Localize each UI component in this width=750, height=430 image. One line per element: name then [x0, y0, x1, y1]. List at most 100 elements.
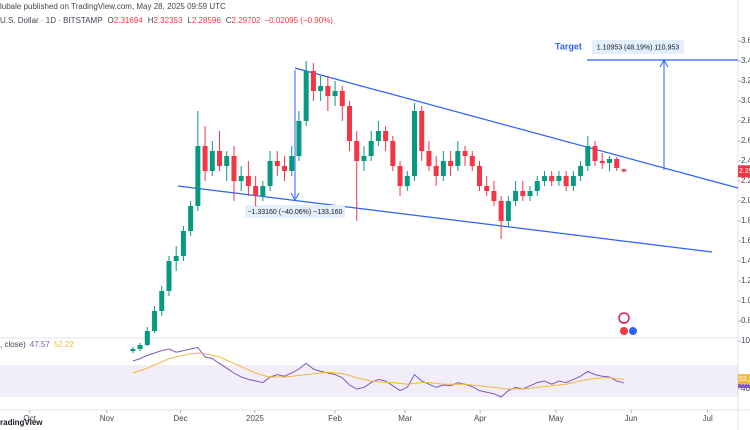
candle-body [282, 166, 288, 171]
ohlc-label: O [108, 16, 114, 25]
candle-body [585, 146, 591, 166]
ohlc-value: 2.29702 [232, 16, 261, 25]
candle-body [462, 151, 468, 156]
x-tick-label: Nov [100, 414, 114, 423]
ohlc-value: 2.31694 [114, 16, 143, 25]
candle-body [325, 86, 331, 96]
rsi-value: 52.22 [54, 340, 75, 349]
x-tick-label: Dec [173, 414, 187, 423]
rsi-value: 47.57 [30, 340, 51, 349]
candle-body [152, 311, 158, 331]
y-tick-label: 2.2 [741, 176, 750, 185]
y-tick-label: 3.6 [741, 36, 750, 45]
candle-body [209, 151, 215, 171]
candle-body [375, 131, 381, 141]
candle-body [217, 151, 223, 166]
candle-body [491, 191, 497, 201]
rsi-line [132, 346, 625, 398]
change: −0.02095 (−0.90%) [264, 16, 333, 25]
candle-body [397, 166, 403, 186]
y-tick-label: 1.8 [741, 216, 750, 225]
candle-body [469, 156, 475, 166]
candle-body [549, 176, 555, 181]
x-tick-label: Jul [703, 414, 713, 423]
candle-body [289, 156, 295, 171]
icon [618, 312, 630, 324]
candle-body [245, 176, 251, 186]
candle-body [570, 176, 576, 186]
candle-body [534, 181, 540, 191]
candle-body [383, 131, 389, 141]
y-tick-label: 3.2 [741, 76, 750, 85]
candle-body [556, 176, 562, 181]
ohlc-value: 2.28596 [192, 16, 221, 25]
candle-body [390, 141, 396, 166]
x-tick-label: Apr [474, 414, 487, 423]
last-price-label: 2.29702 [739, 168, 750, 175]
candle-body [404, 176, 410, 186]
footer: radingView [0, 418, 43, 427]
y-tick-label: 2.0 [741, 196, 750, 205]
candle-body [498, 201, 504, 221]
y-tick-label: 1.4 [741, 256, 750, 265]
candle-body [455, 151, 461, 166]
y-tick-label: 2.4 [741, 156, 750, 165]
candle-body [599, 161, 605, 163]
candle-body [318, 86, 324, 91]
candle-body [505, 201, 511, 221]
candle-body [310, 71, 316, 91]
rsi-badge [738, 374, 750, 385]
y-tick-label: 1.2 [741, 276, 750, 285]
candle-body [563, 176, 569, 186]
candle-body [520, 191, 526, 196]
candle-body [440, 161, 446, 176]
x-tick-label: Mar [398, 414, 412, 423]
drop-measure-box [245, 205, 345, 218]
y-tick-label: 0.8 [741, 316, 750, 325]
candle-body [614, 159, 620, 168]
x-tick-label: Feb [328, 414, 342, 423]
y-tick-label: 2.8 [741, 116, 750, 125]
candle-body [476, 166, 482, 186]
candle-body [231, 156, 237, 181]
x-tick-label: 2025 [246, 414, 264, 423]
candle-body [354, 141, 360, 161]
candle-body [260, 186, 266, 196]
candle-body [419, 111, 425, 151]
target-measure: 1.10953 (48.19%) 110,953 [597, 44, 679, 51]
candle-body [411, 111, 417, 176]
candle-body [513, 191, 519, 201]
candle-body [238, 176, 244, 181]
y-tick-label: 1.0 [741, 296, 750, 305]
candle-body [137, 345, 143, 349]
target-label: Target [555, 41, 582, 51]
last-price-badge [738, 165, 750, 178]
x-tick-label: Oct [23, 414, 36, 423]
candle-body [303, 71, 309, 121]
candle-body [159, 291, 165, 311]
y-tick-label: 1.6 [741, 236, 750, 245]
y-tick-label: 3.4 [741, 56, 750, 65]
rsi-line [132, 352, 624, 390]
candle-body [144, 331, 150, 345]
candle-body [368, 141, 374, 156]
ohlc-label: L [187, 16, 192, 25]
target-arrowhead [659, 58, 669, 68]
rsi-header: , close) 47.57 52.22 [0, 340, 74, 349]
candle-body [426, 151, 432, 166]
candle-body [541, 176, 547, 181]
flag-icon [620, 327, 628, 335]
candle-body [621, 169, 627, 172]
candle-body [347, 106, 353, 141]
lower-trendline [177, 185, 713, 253]
candle-body [253, 186, 259, 196]
candle-body [606, 159, 612, 163]
y-tick-label: 2.6 [741, 136, 750, 145]
y-tick-label: 3.0 [741, 96, 750, 105]
drop-arrowhead [290, 192, 300, 202]
x-tick-label: May [548, 414, 563, 423]
byline: lubale published on TradingView.com, May… [0, 2, 226, 11]
ohlc-value: 2.32353 [153, 16, 182, 25]
candle-body [332, 91, 338, 96]
